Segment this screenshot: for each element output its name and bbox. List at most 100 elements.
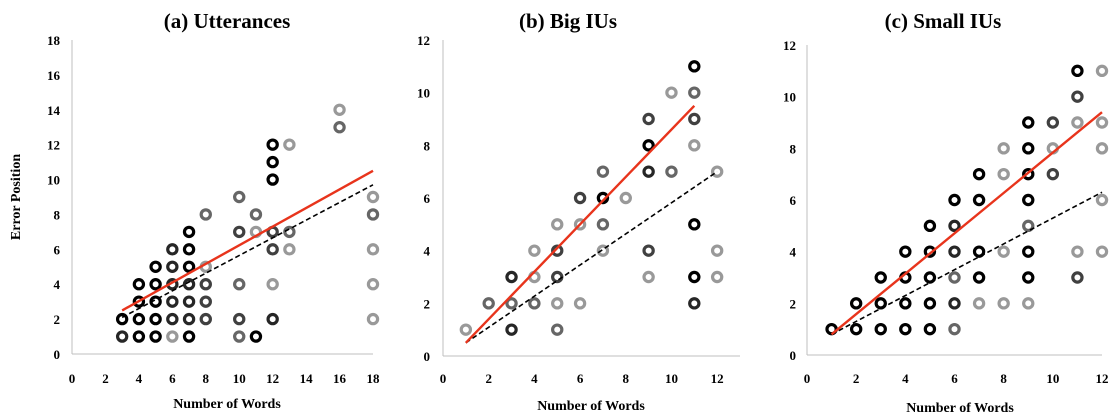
data-point [249, 208, 263, 221]
y-tick-label: 6 [54, 242, 61, 257]
x-tick-label: 4 [902, 371, 909, 386]
y-tick-label: 6 [424, 191, 431, 206]
data-point [1071, 116, 1084, 129]
data-point [132, 278, 146, 291]
data-point [283, 138, 296, 151]
data-point [642, 112, 655, 126]
data-point [642, 270, 655, 284]
data-point [874, 271, 887, 284]
data-point [149, 312, 162, 326]
data-point [596, 218, 610, 231]
data-point [665, 165, 678, 178]
y-tick-label: 10 [47, 173, 60, 188]
data-point [948, 219, 961, 233]
data-point [997, 142, 1010, 155]
x-tick-label: 6 [169, 371, 176, 386]
x-tick-label: 16 [333, 371, 347, 386]
data-point [149, 278, 162, 291]
x-tick-label: 10 [233, 371, 246, 386]
data-point [528, 297, 541, 310]
data-point [233, 190, 246, 204]
data-point [1095, 116, 1109, 129]
data-point [688, 270, 701, 284]
data-point [972, 167, 986, 181]
y-tick-label: 2 [790, 296, 797, 311]
x-tick-label: 2 [485, 371, 492, 386]
data-point [366, 243, 380, 256]
data-point [551, 297, 564, 310]
data-point [923, 271, 937, 284]
data-point [1095, 142, 1109, 155]
chart-panel-utterances: (a) Utterances Error Position Number of … [0, 0, 380, 415]
data-point [199, 312, 212, 326]
data-point [849, 297, 863, 310]
data-point [642, 139, 655, 152]
data-point [573, 297, 587, 310]
data-point [199, 278, 212, 291]
data-point [972, 193, 986, 207]
x-tick-label: 8 [203, 371, 210, 386]
x-axis-label: Number of Words [173, 397, 281, 412]
y-tick-label: 12 [417, 33, 430, 48]
data-point [1071, 245, 1084, 258]
x-tick-label: 2 [102, 371, 109, 386]
reference-line [121, 184, 374, 319]
data-point [972, 245, 986, 258]
x-tick-label: 0 [804, 371, 811, 386]
plot-area: 0 2 4 6 8 10 12 0 2 4 6 8 10 12 [417, 33, 740, 386]
data-point [948, 297, 961, 310]
data-point [1071, 90, 1084, 103]
y-tick-label: 0 [54, 347, 61, 362]
y-tick-label: 8 [424, 138, 431, 153]
chart-svg: (c) Small IUs Number of Words 0 2 4 6 8 10 120… [783, 9, 1109, 415]
data-point [997, 167, 1010, 181]
y-tick-label: 4 [424, 244, 431, 259]
trend-line [464, 105, 696, 344]
data-point [688, 297, 701, 310]
data-point [333, 103, 346, 116]
data-point [596, 191, 610, 205]
x-tick-label: 4 [136, 371, 143, 386]
chart-title: (b) Big IUs [519, 9, 617, 33]
data-point [182, 260, 196, 273]
plot-area: 0 2 4 6 8 10 12 14 16 18 0 2 4 6 8 10 12 14 16 18 [47, 33, 380, 386]
data-point [182, 312, 196, 326]
data-point [1022, 142, 1035, 155]
data-point [132, 312, 146, 326]
x-tick-label: 12 [266, 371, 279, 386]
data-point [132, 330, 146, 343]
x-tick-label: 6 [577, 371, 584, 386]
data-point [505, 323, 518, 336]
data-point [972, 271, 986, 284]
data-point [948, 245, 961, 258]
data-point [1095, 64, 1109, 78]
data-point [266, 243, 279, 256]
data-point [596, 244, 610, 257]
data-point [596, 165, 610, 178]
data-point [528, 244, 541, 257]
data-point [505, 270, 518, 284]
chart-panel-big-ius: (b) Big IUs Number of Words 0 2 4 6 8 10 12 0 2 4… [380, 0, 755, 415]
data-point [266, 312, 279, 326]
x-tick-label: 18 [367, 371, 381, 386]
chart-svg: (a) Utterances Error Position Number of … [9, 9, 380, 412]
data-point [551, 244, 564, 257]
reference-line [465, 171, 718, 344]
data-point [115, 330, 129, 343]
data-point [166, 330, 179, 343]
data-point [710, 270, 724, 284]
x-tick-label: 8 [1000, 371, 1007, 386]
data-point [899, 322, 912, 336]
data-point [551, 323, 564, 336]
data-point [874, 322, 887, 336]
data-point [366, 190, 380, 204]
chart-panel-small-ius: (c) Small IUs Number of Words 0 2 4 6 8 10 12 0… [755, 0, 1119, 415]
data-point [166, 243, 179, 256]
y-axis-label: Error Position [9, 154, 24, 240]
y-tick-label: 4 [54, 277, 61, 292]
data-point [874, 297, 887, 310]
data-point [283, 243, 296, 256]
data-point [182, 295, 196, 308]
reference-line [831, 191, 1103, 336]
data-point [266, 173, 279, 186]
